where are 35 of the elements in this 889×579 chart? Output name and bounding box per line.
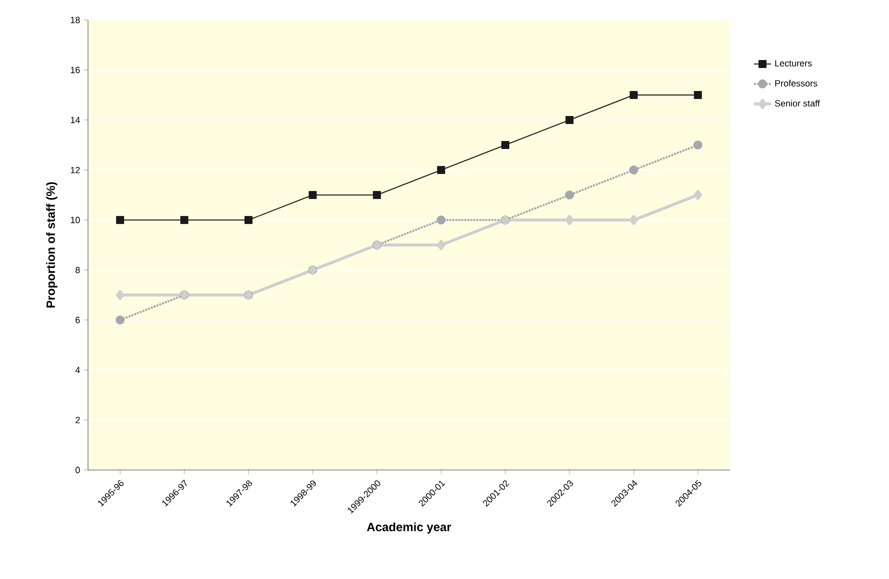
y-tick-label: 0: [76, 466, 80, 474]
point: [629, 165, 638, 174]
y-tick-label: 4: [75, 366, 80, 374]
legend-label: Senior staff: [774, 100, 820, 107]
y-tick-label: 16: [70, 66, 80, 74]
point: [630, 215, 638, 225]
point: [694, 91, 702, 99]
y-tick-label: 10: [70, 216, 80, 224]
point: [437, 166, 446, 174]
y-tick-label: 6: [76, 316, 80, 324]
y-tick-label: 8: [76, 266, 80, 274]
point: [565, 215, 574, 225]
legend-label: Professors: [775, 80, 818, 86]
point: [436, 240, 446, 250]
y-tick-label: 18: [70, 16, 80, 24]
point: [501, 140, 510, 149]
point: [436, 216, 446, 224]
legend-label: Lecturers: [775, 60, 812, 66]
y-tick-label: 2: [76, 416, 80, 424]
point: [116, 315, 125, 324]
point: [693, 140, 702, 150]
point: [116, 216, 124, 224]
y-tick-label: 14: [70, 116, 80, 124]
point: [566, 116, 574, 124]
x-axis-title: Academic year: [366, 522, 452, 534]
point: [116, 290, 124, 300]
point: [244, 216, 253, 224]
point: [308, 190, 317, 199]
y-axis-title: Proportion of staff (%): [46, 182, 58, 308]
point: [630, 91, 638, 99]
point: [372, 190, 381, 199]
point: [180, 216, 188, 224]
point: [565, 190, 574, 200]
point: [694, 190, 702, 200]
y-tick-label: 12: [70, 166, 80, 174]
